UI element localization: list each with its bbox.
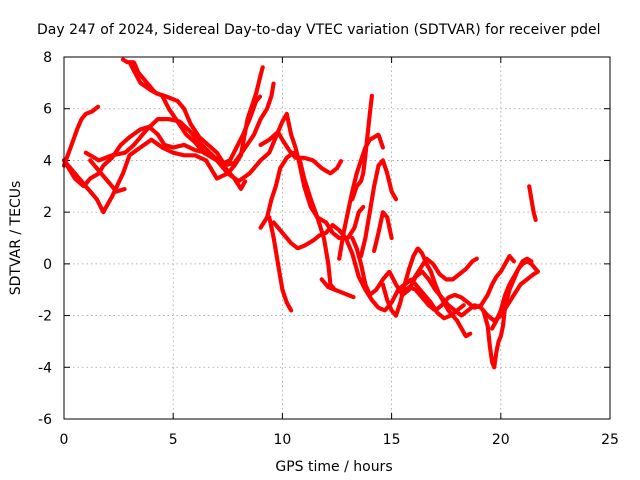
y-tick-label: -6 bbox=[38, 412, 52, 428]
y-tick-label: -2 bbox=[38, 309, 52, 325]
series-track-17 bbox=[372, 210, 394, 253]
series-track-23 bbox=[527, 184, 538, 222]
y-tick-label: 4 bbox=[43, 153, 52, 169]
plot-area bbox=[61, 57, 541, 370]
y-tick-label: 0 bbox=[43, 257, 52, 273]
x-tick-label: 15 bbox=[383, 432, 401, 448]
x-tick-label: 5 bbox=[169, 432, 178, 448]
series-track-13 bbox=[337, 132, 385, 261]
series-track-10 bbox=[267, 215, 294, 313]
series-track-19 bbox=[400, 254, 517, 313]
chart-title: Day 247 of 2024, Sidereal Day-to-day VTE… bbox=[37, 22, 601, 38]
series-track-20 bbox=[411, 256, 479, 282]
series-track-22 bbox=[490, 256, 534, 331]
series-track-1 bbox=[61, 65, 265, 215]
series-track-7 bbox=[127, 60, 248, 191]
series-track-6 bbox=[120, 57, 263, 166]
x-tick-label: 20 bbox=[492, 432, 510, 448]
x-tick-label: 10 bbox=[273, 432, 291, 448]
x-tick-label: 0 bbox=[60, 432, 69, 448]
series-track-4 bbox=[88, 158, 128, 194]
series-track-9 bbox=[258, 150, 337, 292]
y-tick-label: 2 bbox=[43, 205, 52, 221]
y-tick-label: -4 bbox=[38, 360, 52, 376]
series-track-16 bbox=[358, 158, 399, 259]
axis-ticks: 0 5 10 15 20 25 -6 -4 -2 0 2 4 6 8 bbox=[38, 50, 619, 448]
x-tick-label: 25 bbox=[601, 432, 619, 448]
series-track-2 bbox=[61, 103, 102, 168]
series-track-15 bbox=[350, 93, 374, 202]
x-axis-label: GPS time / hours bbox=[275, 459, 392, 475]
series-track-21 bbox=[481, 259, 541, 370]
series-track-18 bbox=[380, 246, 473, 339]
y-tick-label: 6 bbox=[43, 102, 52, 118]
plot-frame bbox=[63, 56, 611, 420]
y-tick-label: 8 bbox=[43, 50, 52, 66]
series-track-5 bbox=[83, 80, 276, 168]
series-track-12 bbox=[319, 277, 357, 300]
y-axis-label: SDTVAR / TECUs bbox=[8, 181, 24, 296]
